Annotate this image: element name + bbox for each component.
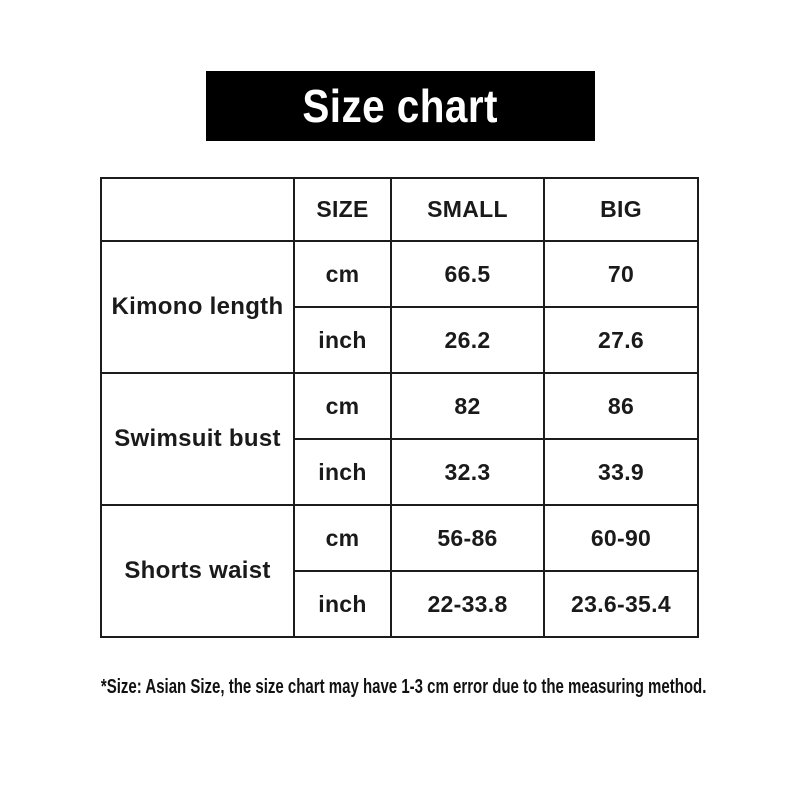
value-cell: 66.5: [390, 240, 545, 308]
unit-cell: cm: [293, 504, 392, 572]
value-cell: 32.3: [390, 438, 545, 506]
footnote-text: *Size: Asian Size, the size chart may ha…: [100, 676, 707, 698]
value-cell: 86: [543, 372, 699, 440]
value-cell: 70: [543, 240, 699, 308]
table-row: Shorts waist cm 56-86 60-90: [100, 504, 699, 638]
table-row: inch 32.3 33.9: [101, 438, 699, 506]
header-size: SIZE: [293, 177, 392, 242]
header-small: SMALL: [390, 177, 545, 242]
size-footnote: *Size: Asian Size, the size chart may ha…: [0, 676, 800, 699]
value-cell: 56-86: [390, 504, 545, 572]
unit-cell: cm: [293, 372, 392, 440]
value-cell: 27.6: [543, 306, 699, 374]
value-cell: 60-90: [543, 504, 699, 572]
value-cell: 22-33.8: [390, 570, 545, 638]
value-cell: 23.6-35.4: [543, 570, 699, 638]
unit-cell: inch: [293, 570, 392, 638]
unit-cell: inch: [293, 306, 392, 374]
header-big: BIG: [543, 177, 699, 242]
row-label-kimono-length: Kimono length: [100, 240, 295, 374]
header-empty-cell: [100, 177, 295, 242]
value-cell: 33.9: [543, 438, 699, 506]
table-header-row: SIZE SMALL BIG: [100, 177, 699, 242]
value-cell: 82: [390, 372, 545, 440]
table-row: inch 26.2 27.6: [101, 306, 699, 374]
unit-cell: inch: [293, 438, 392, 506]
table-row: inch 22-33.8 23.6-35.4: [101, 570, 699, 638]
size-chart-table: SIZE SMALL BIG Kimono length cm 66.5 70 …: [100, 177, 699, 638]
title-banner: Size chart: [206, 71, 595, 141]
unit-cell: cm: [293, 240, 392, 308]
table-row: Swimsuit bust cm 82 86: [100, 372, 699, 506]
row-label-shorts-waist: Shorts waist: [100, 504, 295, 638]
table-row: Kimono length cm 66.5 70: [100, 240, 699, 374]
value-cell: 26.2: [390, 306, 545, 374]
page-title: Size chart: [302, 80, 499, 132]
row-label-swimsuit-bust: Swimsuit bust: [100, 372, 295, 506]
